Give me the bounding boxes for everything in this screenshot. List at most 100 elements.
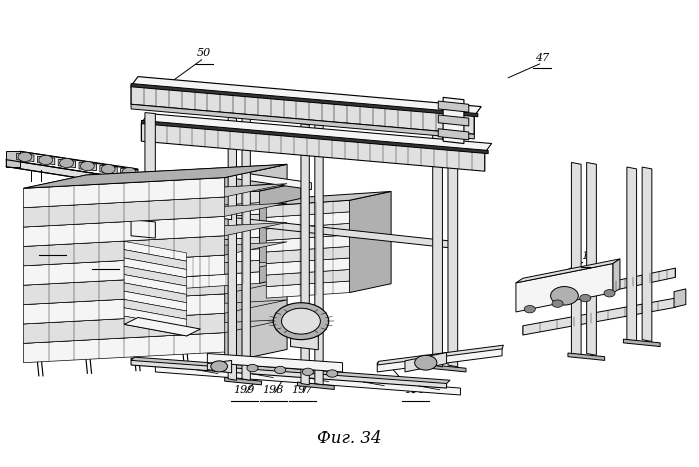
Polygon shape [124,225,187,245]
Text: 1: 1 [582,251,589,261]
Polygon shape [674,289,686,307]
Polygon shape [433,121,442,367]
Polygon shape [155,365,461,395]
Polygon shape [131,358,447,388]
Polygon shape [24,197,224,227]
Polygon shape [124,250,187,269]
Polygon shape [523,298,675,335]
Polygon shape [124,204,187,222]
Polygon shape [141,123,484,171]
Text: 198: 198 [263,385,284,395]
Polygon shape [571,163,581,355]
Polygon shape [24,242,287,266]
Polygon shape [24,313,224,343]
Polygon shape [266,281,350,298]
Polygon shape [131,86,475,134]
Polygon shape [266,200,350,217]
Polygon shape [315,124,323,385]
Polygon shape [224,164,287,363]
Polygon shape [231,217,454,248]
Polygon shape [131,104,475,139]
Polygon shape [24,300,287,324]
Polygon shape [131,199,231,219]
Circle shape [247,364,258,372]
Polygon shape [266,235,350,252]
Polygon shape [145,113,155,225]
Polygon shape [141,120,488,154]
Polygon shape [24,294,224,324]
Polygon shape [266,191,391,206]
Polygon shape [176,214,259,231]
Polygon shape [176,203,259,219]
Circle shape [39,156,52,164]
Circle shape [551,287,578,305]
Circle shape [282,308,320,334]
Polygon shape [176,272,259,289]
Polygon shape [377,347,502,372]
Polygon shape [291,327,320,336]
Polygon shape [438,101,469,112]
Circle shape [18,152,32,162]
Polygon shape [208,361,231,373]
Polygon shape [429,365,466,372]
Polygon shape [377,345,503,365]
Polygon shape [58,159,75,168]
Polygon shape [131,77,481,116]
Polygon shape [131,84,478,117]
Circle shape [219,362,230,370]
Circle shape [127,216,143,227]
Polygon shape [176,226,259,243]
Circle shape [326,370,338,377]
Text: 191: 191 [405,385,426,395]
Circle shape [552,300,563,307]
Polygon shape [438,129,469,140]
Polygon shape [24,319,287,343]
Polygon shape [124,283,187,303]
Polygon shape [176,237,259,254]
Polygon shape [266,269,350,287]
Polygon shape [6,151,20,167]
Polygon shape [79,163,96,170]
Polygon shape [100,165,117,174]
Polygon shape [6,151,138,178]
Polygon shape [443,98,464,143]
Polygon shape [624,339,660,347]
Polygon shape [613,259,620,292]
Polygon shape [208,354,343,372]
Polygon shape [24,216,224,247]
Polygon shape [586,163,596,355]
Text: 50: 50 [196,48,211,58]
Polygon shape [438,115,469,126]
Text: 205: 205 [95,254,116,263]
Circle shape [579,294,591,302]
Text: 199: 199 [233,385,254,395]
Polygon shape [187,213,201,336]
Polygon shape [124,241,187,261]
Polygon shape [176,182,301,197]
Polygon shape [224,377,261,385]
Polygon shape [266,223,350,241]
Polygon shape [24,177,224,208]
Polygon shape [24,203,287,227]
Polygon shape [124,318,201,336]
Polygon shape [17,153,34,162]
Polygon shape [350,191,391,292]
Circle shape [303,368,313,375]
Circle shape [101,164,115,174]
Circle shape [211,361,227,372]
Text: Фиг. 34: Фиг. 34 [317,431,382,447]
Polygon shape [124,291,187,311]
Circle shape [273,303,329,340]
Polygon shape [24,333,224,363]
Polygon shape [266,212,350,229]
Polygon shape [405,353,447,372]
Polygon shape [124,275,187,294]
Polygon shape [131,357,450,383]
Polygon shape [124,299,187,319]
Polygon shape [516,259,620,283]
Polygon shape [124,316,187,336]
Polygon shape [259,182,301,283]
Polygon shape [24,281,287,304]
Polygon shape [291,330,318,350]
Polygon shape [24,255,224,285]
